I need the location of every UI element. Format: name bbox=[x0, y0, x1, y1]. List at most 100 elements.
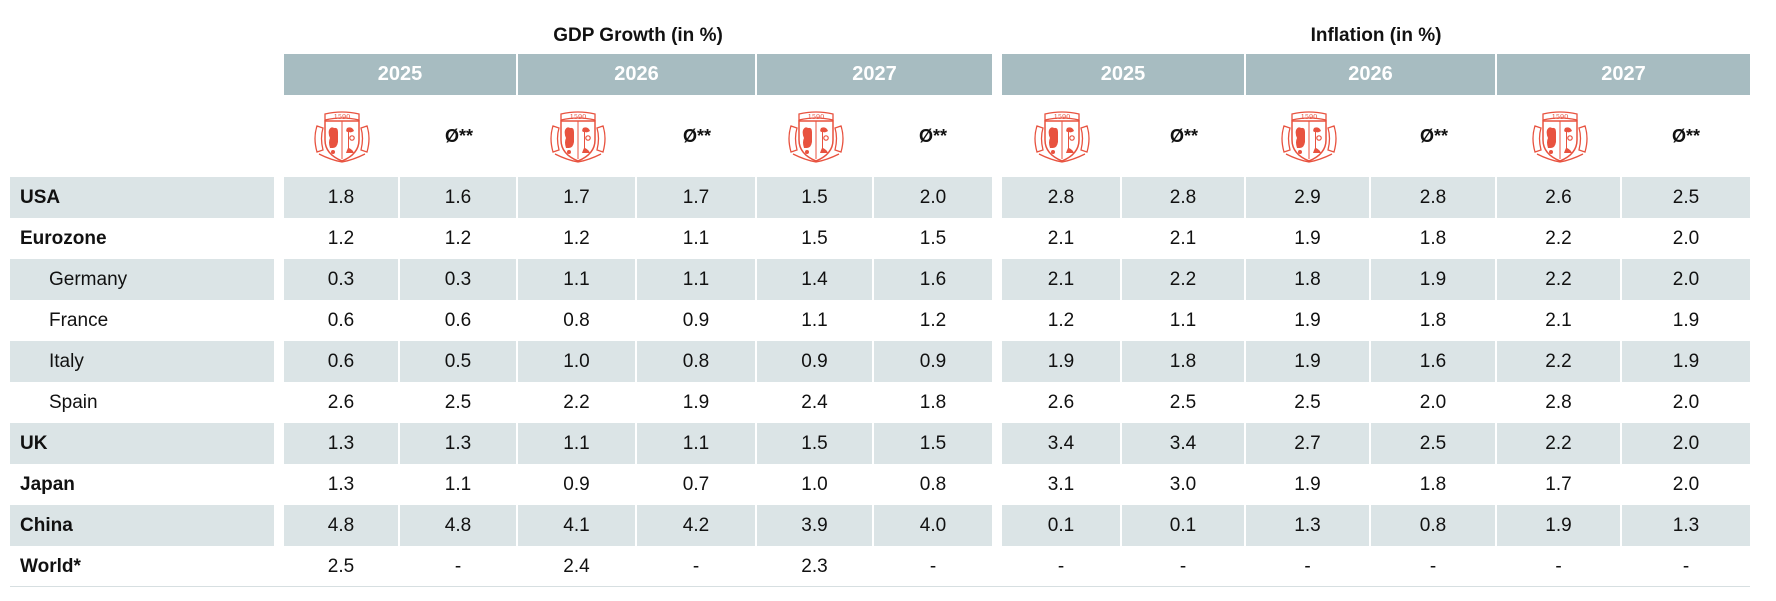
inflation-value-cell: 1.8 bbox=[1371, 464, 1497, 505]
gdp-value-cell: 1.0 bbox=[518, 341, 637, 382]
gdp-value-cell: 1.8 bbox=[919, 391, 947, 413]
gdp-value-cell: 1.0 bbox=[757, 464, 874, 505]
gdp-value-cell: 1.1 bbox=[518, 259, 637, 300]
row-label-usa: USA bbox=[10, 177, 274, 218]
gdp-value-cell: 1.3 bbox=[400, 423, 518, 464]
inflation-value-cell: 2.0 bbox=[1672, 473, 1700, 495]
inflation-value-cell: 1.8 bbox=[1371, 218, 1497, 259]
inflation-value-cell: 2.1 bbox=[1002, 218, 1122, 259]
svg-text:1590: 1590 bbox=[1551, 113, 1568, 121]
gdp-value-cell: 1.2 bbox=[919, 309, 947, 331]
inflation-value-cell: 2.5 bbox=[1622, 177, 1750, 218]
gdp-value-cell: 0.3 bbox=[400, 259, 518, 300]
gdp-value-cell: 0.3 bbox=[284, 259, 400, 300]
bank-crest-logo: 1590 bbox=[787, 111, 844, 163]
gdp-forecast-logo-cell: 1590 bbox=[284, 95, 400, 177]
inflation-value-cell: 2.2 bbox=[1497, 218, 1622, 259]
gdp-value-cell: 2.0 bbox=[874, 177, 992, 218]
gdp-value-cell: 1.2 bbox=[518, 218, 637, 259]
inflation-value-cell: 1.9 bbox=[1371, 259, 1497, 300]
gdp-consensus-average-header: Ø** bbox=[444, 125, 473, 146]
inflation-consensus-average-header: Ø** bbox=[1671, 125, 1700, 146]
gdp-value-cell: 1.1 bbox=[637, 218, 757, 259]
gdp-value-cell: 1.1 bbox=[757, 300, 874, 341]
forecast-table: GDP Growth (in %) Inflation (in %) 2025 202… bbox=[10, 18, 1750, 587]
gdp-value-cell: 3.9 bbox=[757, 505, 874, 546]
gdp-value-cell: 1.5 bbox=[874, 423, 992, 464]
inflation-year-header: 2027 bbox=[1497, 54, 1750, 95]
gdp-year-header: 2027 bbox=[757, 54, 992, 95]
inflation-value-cell: 1.9 bbox=[1246, 300, 1371, 341]
inflation-value-cell: 2.7 bbox=[1246, 423, 1371, 464]
gdp-forecast-logo-cell: 1590 bbox=[518, 95, 637, 177]
bank-crest-logo: 1590 bbox=[314, 111, 370, 163]
inflation-value-cell: 1.9 bbox=[1622, 341, 1750, 382]
gdp-value-cell: 0.8 bbox=[518, 300, 637, 341]
gdp-year-header: 2026 bbox=[518, 54, 757, 95]
gdp-value-cell: 0.6 bbox=[284, 341, 400, 382]
gdp-value-cell: 2.5 bbox=[284, 546, 400, 587]
gdp-value-cell: 1.1 bbox=[637, 423, 757, 464]
inflation-forecast-logo-cell: 1590 bbox=[1497, 95, 1622, 177]
gdp-value-cell: 1.9 bbox=[637, 382, 757, 423]
inflation-value-cell: 2.0 bbox=[1622, 423, 1750, 464]
gdp-value-cell: 0.5 bbox=[400, 341, 518, 382]
gdp-value-cell: 4.1 bbox=[518, 505, 637, 546]
inflation-value-cell: 1.3 bbox=[1246, 505, 1371, 546]
inflation-value-cell: 2.2 bbox=[1497, 259, 1622, 300]
inflation-value-cell: 2.8 bbox=[1002, 177, 1122, 218]
gdp-value-cell: 1.4 bbox=[757, 259, 874, 300]
inflation-value-cell: 1.7 bbox=[1497, 464, 1622, 505]
row-label-spain: Spain bbox=[49, 391, 98, 413]
gdp-value-cell: 0.9 bbox=[637, 300, 757, 341]
gdp-value-cell: 0.7 bbox=[637, 464, 757, 505]
gdp-value-cell: 1.5 bbox=[919, 227, 947, 249]
gdp-value-cell: 1.1 bbox=[637, 259, 757, 300]
gdp-consensus-average-header: Ø** bbox=[918, 125, 947, 146]
inflation-value-cell: - bbox=[1371, 546, 1497, 587]
row-label-china: China bbox=[10, 505, 274, 546]
svg-text:1590: 1590 bbox=[1054, 113, 1071, 121]
inflation-value-cell: 2.0 bbox=[1371, 382, 1497, 423]
inflation-value-cell: 2.8 bbox=[1371, 177, 1497, 218]
gdp-value-cell: 1.5 bbox=[757, 423, 874, 464]
inflation-consensus-average-header: Ø** bbox=[1169, 125, 1198, 146]
inflation-value-cell: 2.0 bbox=[1672, 227, 1700, 249]
row-label-japan: Japan bbox=[20, 473, 75, 495]
gdp-value-cell: 2.2 bbox=[518, 382, 637, 423]
row-label-eurozone: Eurozone bbox=[20, 227, 107, 249]
svg-text:1590: 1590 bbox=[1300, 113, 1317, 121]
inflation-consensus-average-header: Ø** bbox=[1419, 125, 1448, 146]
gdp-value-cell: 1.7 bbox=[637, 177, 757, 218]
inflation-value-cell: 1.2 bbox=[1002, 300, 1122, 341]
inflation-value-cell: - bbox=[1246, 546, 1371, 587]
inflation-value-cell: 2.6 bbox=[1002, 382, 1122, 423]
gdp-value-cell: - bbox=[637, 546, 757, 587]
gdp-value-cell: 2.3 bbox=[757, 546, 874, 587]
inflation-value-cell: 2.5 bbox=[1122, 382, 1246, 423]
inflation-value-cell: 1.3 bbox=[1622, 505, 1750, 546]
inflation-value-cell: - bbox=[1122, 546, 1246, 587]
inflation-value-cell: 1.9 bbox=[1246, 464, 1371, 505]
inflation-value-cell: - bbox=[1497, 546, 1622, 587]
gdp-value-cell: 4.0 bbox=[874, 505, 992, 546]
gdp-value-cell: 0.6 bbox=[400, 300, 518, 341]
inflation-value-cell: 2.1 bbox=[1122, 218, 1246, 259]
gdp-value-cell: 1.3 bbox=[284, 464, 400, 505]
inflation-value-cell: 2.8 bbox=[1497, 382, 1622, 423]
inflation-value-cell: 1.8 bbox=[1371, 300, 1497, 341]
inflation-value-cell: 1.9 bbox=[1002, 341, 1122, 382]
gdp-value-cell: 1.6 bbox=[874, 259, 992, 300]
inflation-value-cell: 2.1 bbox=[1497, 300, 1622, 341]
inflation-value-cell: 1.8 bbox=[1246, 259, 1371, 300]
row-label-uk: UK bbox=[10, 423, 274, 464]
gdp-value-cell: 2.4 bbox=[757, 382, 874, 423]
gdp-value-cell: - bbox=[929, 555, 937, 577]
gdp-value-cell: 4.8 bbox=[284, 505, 400, 546]
row-label-germany: Germany bbox=[10, 259, 274, 300]
inflation-value-cell: 0.8 bbox=[1371, 505, 1497, 546]
inflation-value-cell: 1.9 bbox=[1497, 505, 1622, 546]
gdp-value-cell: 2.5 bbox=[400, 382, 518, 423]
inflation-value-cell: 2.2 bbox=[1497, 423, 1622, 464]
